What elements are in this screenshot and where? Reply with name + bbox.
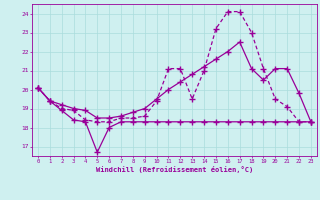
X-axis label: Windchill (Refroidissement éolien,°C): Windchill (Refroidissement éolien,°C)	[96, 166, 253, 173]
